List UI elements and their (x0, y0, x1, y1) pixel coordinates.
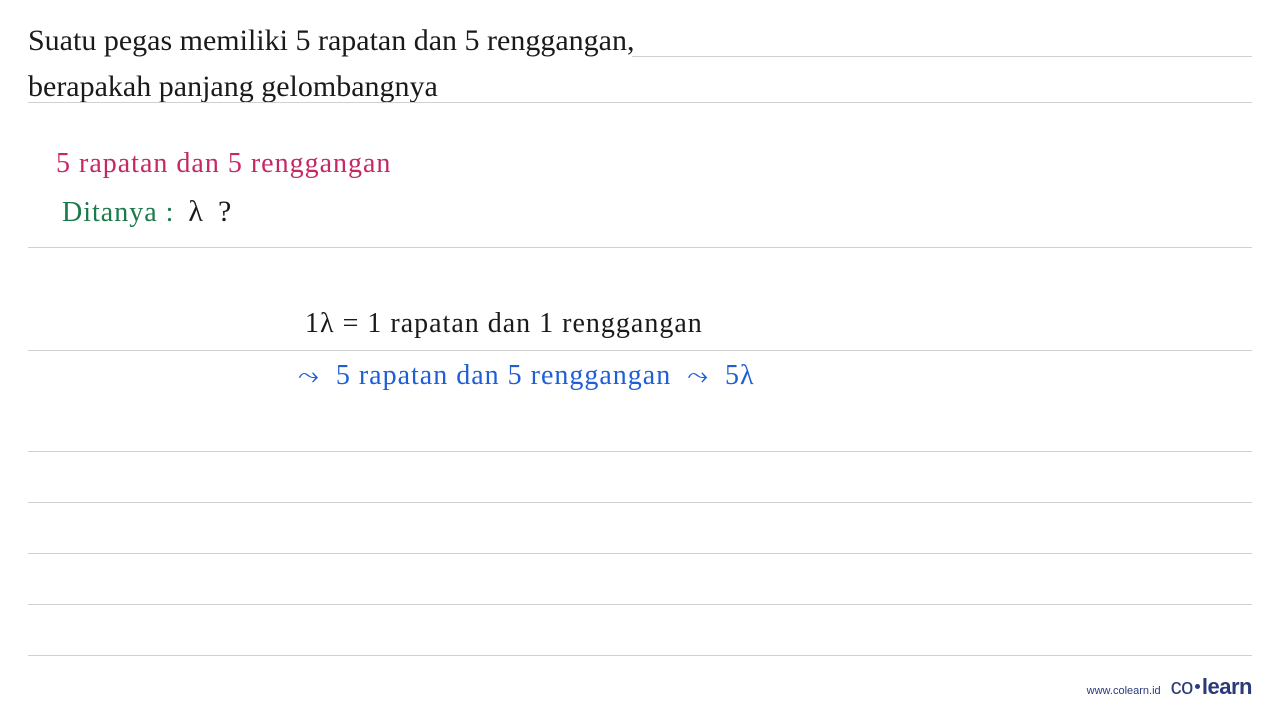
rule-line (28, 655, 1252, 656)
page-container: Suatu pegas memiliki 5 rapatan dan 5 ren… (0, 0, 1280, 720)
rule-line (28, 350, 1252, 351)
rule-line (28, 247, 1252, 248)
rule-line (28, 451, 1252, 452)
rule-line (28, 604, 1252, 605)
given-text: 5 rapatan dan 5 renggangan (56, 148, 391, 180)
work-line-2-result: 5λ (725, 360, 755, 391)
footer: www.colearn.id colearn (1087, 674, 1252, 700)
asked-qmark: ? (218, 195, 232, 228)
rule-line (28, 102, 1252, 103)
work-line-2-text: 5 rapatan dan 5 renggangan (336, 360, 671, 391)
asked-label: Ditanya : (62, 197, 174, 228)
rule-line (28, 553, 1252, 554)
logo-part-2: learn (1202, 674, 1252, 699)
work-line-2: ⤳ 5 rapatan dan 5 renggangan ⤳ 5λ (290, 360, 755, 392)
arrow-icon: ⤳ (298, 361, 320, 392)
logo-part-1: co (1171, 674, 1193, 699)
rule-line (28, 502, 1252, 503)
footer-logo: colearn (1171, 674, 1252, 700)
asked-line: Ditanya : λ ? (62, 195, 232, 229)
work-line-1: 1λ = 1 rapatan dan 1 renggangan (305, 308, 703, 340)
arrow-icon: ⤳ (687, 361, 709, 392)
footer-url: www.colearn.id (1087, 685, 1161, 697)
dot-icon (1195, 684, 1200, 689)
asked-symbol: λ (182, 195, 210, 228)
rule-partial (632, 56, 1252, 57)
